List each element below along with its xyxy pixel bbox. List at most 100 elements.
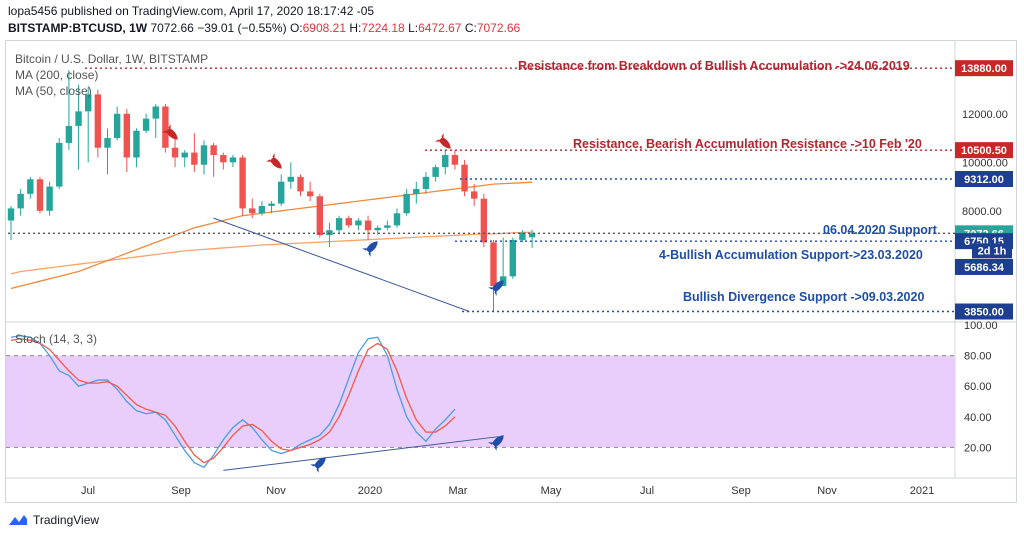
candle-body xyxy=(519,232,526,240)
candle-body xyxy=(384,225,391,228)
candle-body xyxy=(442,155,449,168)
price-label-text: 9312.00 xyxy=(964,174,1004,186)
symbol: BITSTAMP:BTCUSD, 1W xyxy=(8,21,148,35)
x-tick-label: Sep xyxy=(731,485,751,497)
candle-body xyxy=(171,147,179,158)
candle-body xyxy=(451,155,459,165)
rocket-down-icon xyxy=(162,124,178,140)
candle-body xyxy=(364,220,372,231)
price-label-text: 3850.00 xyxy=(964,307,1004,319)
candle-body xyxy=(65,125,73,143)
published-line: lopa5456 published on TradingView.com, A… xyxy=(8,4,375,18)
candle-body xyxy=(345,218,352,226)
stoch-tick-label: 20.00 xyxy=(964,442,992,454)
price-change: −39.01 (−0.55%) xyxy=(197,21,287,35)
price-label-box xyxy=(955,60,1013,77)
open-label: O: xyxy=(289,21,303,35)
low-value: 6472.67 xyxy=(418,21,462,35)
candle-body xyxy=(316,196,323,236)
last-price: 7072.66 xyxy=(150,21,194,35)
x-tick-label: Nov xyxy=(266,485,286,497)
candle-body xyxy=(123,113,130,158)
rocket-up-icon xyxy=(362,241,378,257)
x-tick-label: Jul xyxy=(640,485,654,497)
candle-body xyxy=(490,242,497,287)
candle-body xyxy=(480,198,488,243)
high-value: 7224.18 xyxy=(361,21,405,35)
candle-body xyxy=(85,94,92,112)
candle-body xyxy=(258,205,266,214)
candle-body xyxy=(75,111,82,126)
price-label-box xyxy=(955,303,1013,320)
candle-body xyxy=(268,203,275,206)
candle-body xyxy=(229,157,237,163)
candle-body xyxy=(181,152,188,158)
candle-body xyxy=(200,145,208,165)
candle-body xyxy=(56,142,63,187)
candle-body xyxy=(46,186,53,211)
stoch-line-1 xyxy=(10,338,456,464)
rocket-body xyxy=(270,157,282,169)
candle-body xyxy=(220,155,227,163)
ma200-legend[interactable]: MA (200, close) xyxy=(15,68,99,82)
candle-body xyxy=(17,193,24,209)
countdown-box xyxy=(972,243,1012,259)
candle-body xyxy=(297,176,304,192)
stoch-legend[interactable]: Stoch (14, 3, 3) xyxy=(15,332,98,346)
candle-body xyxy=(94,94,102,148)
candle-body xyxy=(528,233,536,238)
open-value: 6908.21 xyxy=(302,21,346,35)
rocket-down-icon xyxy=(266,153,282,169)
candle-body xyxy=(287,176,295,182)
rocket-body xyxy=(492,435,504,447)
candle-body xyxy=(162,106,169,148)
candle-body xyxy=(249,208,256,214)
high-label: H: xyxy=(349,21,362,35)
candle-body xyxy=(152,106,159,119)
x-tick-label: 2020 xyxy=(358,485,382,497)
annotation-divergence-0903: Bullish Divergence Support ->09.03.2020 xyxy=(683,290,925,304)
y-tick-label: 8000.00 xyxy=(962,206,1002,218)
footer-brand[interactable]: TradingView xyxy=(8,513,99,527)
rocket-up-icon xyxy=(488,280,504,296)
candle-body xyxy=(239,157,246,209)
annotation-support-0604: 06.04.2020 Support xyxy=(823,223,937,237)
candle-body xyxy=(461,164,468,192)
y-tick-label: 10000.00 xyxy=(962,157,1008,169)
annotation-support-2303: 4-Bullish Accumulation Support->23.03.20… xyxy=(659,248,923,262)
tradingview-logo-icon xyxy=(9,515,27,525)
candle-body xyxy=(7,208,15,221)
rocket-down-icon xyxy=(435,133,451,149)
rocket-body xyxy=(166,128,178,140)
ma50-legend[interactable]: MA (50, close) xyxy=(15,84,92,98)
chart-frame xyxy=(5,40,1017,503)
rocket-body xyxy=(492,280,504,292)
candle-body xyxy=(335,218,343,231)
x-tick-label: 2021 xyxy=(910,485,934,497)
candle-body xyxy=(104,138,111,148)
stoch-tick-label: 100.00 xyxy=(964,320,998,332)
x-tick-label: May xyxy=(541,485,562,497)
symbol-ohlc-line: BITSTAMP:BTCUSD, 1W 7072.66 −39.01 (−0.5… xyxy=(8,21,520,35)
price-label-text: 5686.34 xyxy=(964,262,1005,274)
annotation-resistance-breakdown: Resistance from Breakdown of Bullish Acc… xyxy=(518,59,910,73)
candle-body xyxy=(393,213,401,226)
candle-body xyxy=(355,220,362,226)
candle-body xyxy=(413,188,420,194)
stoch-divergence-line xyxy=(223,436,499,471)
ma-line-0 xyxy=(10,231,533,275)
stoch-line-0 xyxy=(10,335,456,469)
price-label-text: 10500.50 xyxy=(961,145,1007,157)
x-tick-label: Nov xyxy=(817,485,837,497)
tradingview-brand-label: TradingView xyxy=(33,513,100,527)
low-label: L: xyxy=(408,21,419,35)
trend-line xyxy=(213,217,470,312)
stoch-tick-label: 80.00 xyxy=(964,351,992,363)
rocket-body xyxy=(366,241,378,253)
price-label-box xyxy=(955,258,1013,275)
stoch-tick-label: 60.00 xyxy=(964,381,992,393)
stoch-overbought-oversold-band xyxy=(6,355,955,448)
rocket-body xyxy=(439,137,451,149)
candle-body xyxy=(306,191,314,197)
